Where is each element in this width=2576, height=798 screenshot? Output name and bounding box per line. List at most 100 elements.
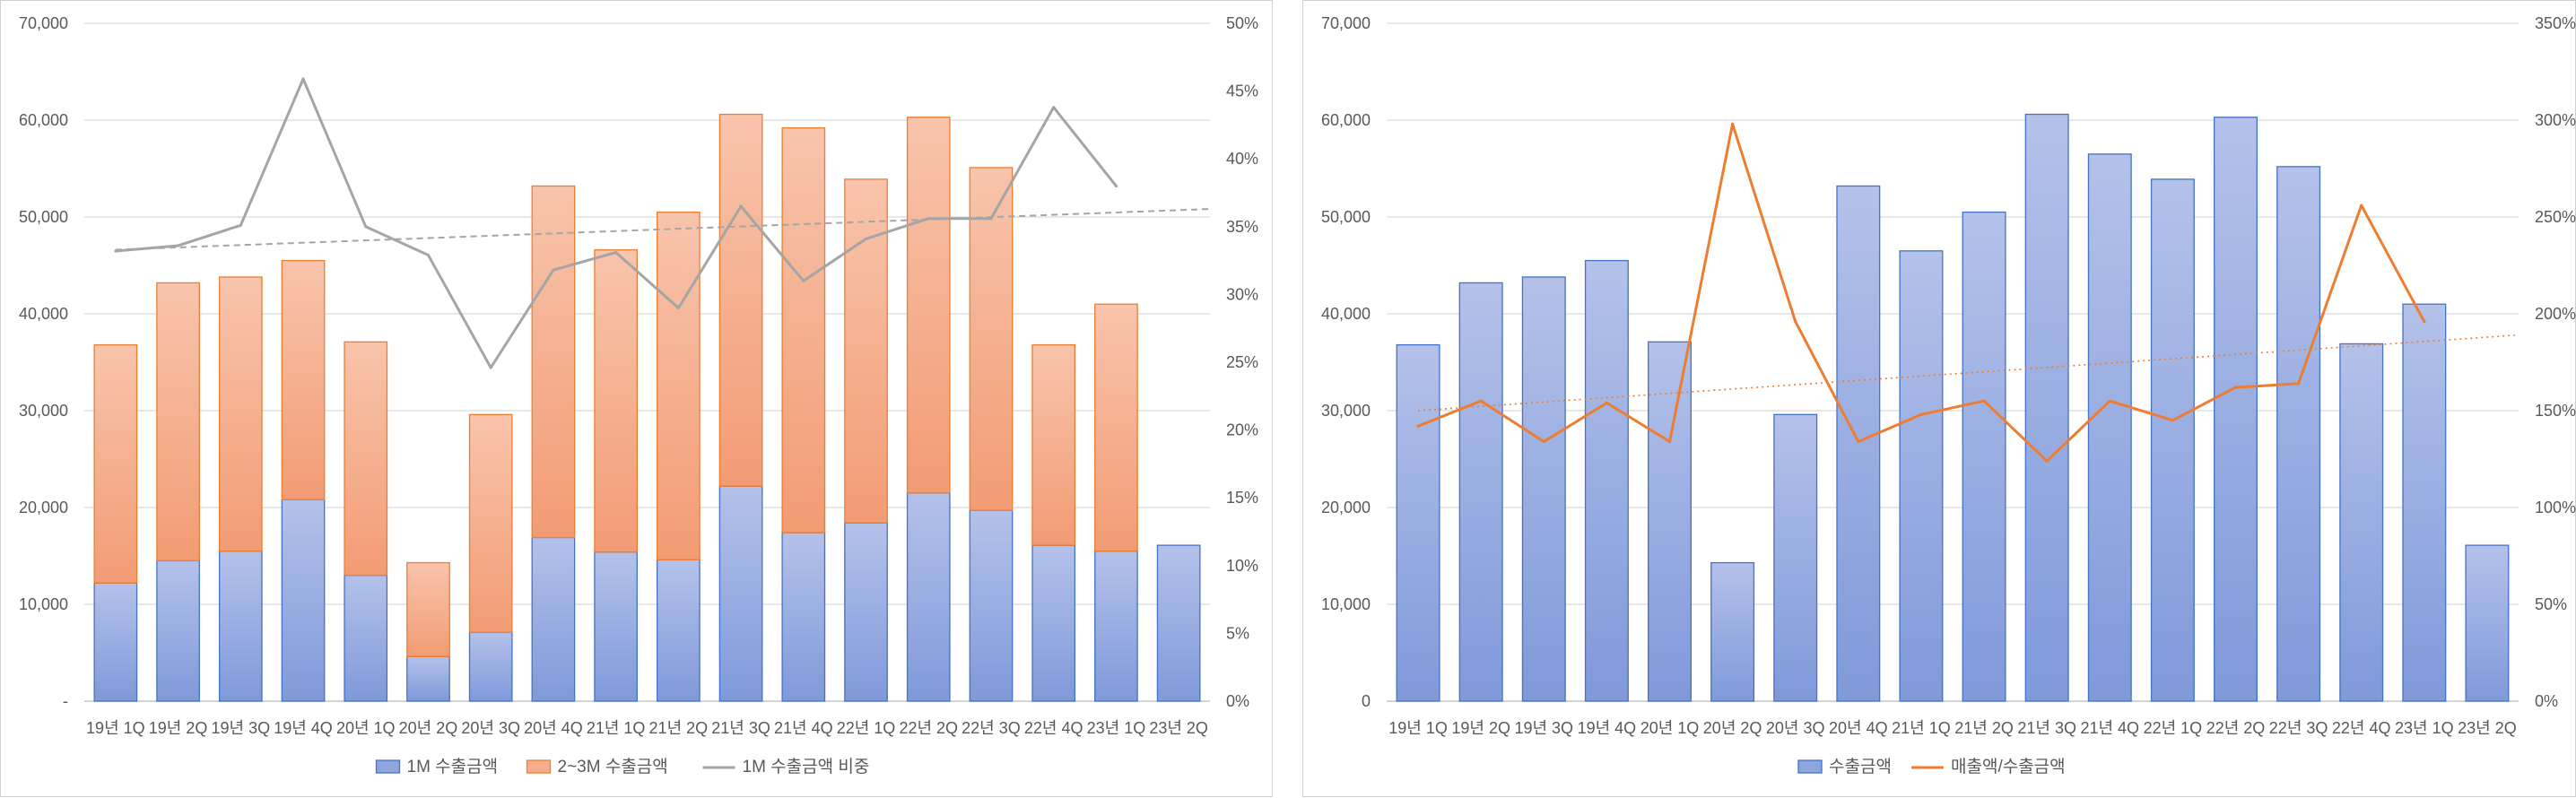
right-chart-panel: 0 10,000 20,000 30,000 40,000 50,000 60,000 70,… xyxy=(1302,0,2576,797)
y-right-tick-label: 250% xyxy=(2535,208,2576,226)
x-tick-label: 21년 4Q xyxy=(2080,719,2139,737)
bar-export xyxy=(531,536,576,702)
x-tick-label: 19년 1Q xyxy=(86,719,145,737)
bar-export xyxy=(218,550,263,702)
y-right-tick-label: 150% xyxy=(2535,402,2576,420)
bar-export-2-3m xyxy=(906,117,951,494)
y-right-tick-label: 40% xyxy=(1226,150,1258,168)
line-point xyxy=(1114,184,1118,188)
bar-export xyxy=(1899,250,1944,702)
bar-export-2-3m xyxy=(344,341,388,577)
bar-export-2-3m xyxy=(468,413,513,633)
y-left-tick-label: 60,000 xyxy=(19,111,68,129)
line-point xyxy=(676,306,680,310)
x-tick-label: 22년 4Q xyxy=(1024,719,1083,737)
x-tick-label: 20년 1Q xyxy=(336,719,396,737)
y-left-tick-label: 60,000 xyxy=(1321,111,1371,129)
line-point xyxy=(989,217,993,221)
bar-export-2-3m xyxy=(844,178,888,524)
line-point xyxy=(239,223,242,227)
bar-export xyxy=(594,551,638,702)
y-right-tick-label: 300% xyxy=(2535,111,2576,129)
left-chart-panel: - 10,000 20,000 30,000 40,000 50,000 60,000 70,… xyxy=(0,0,1273,797)
line-point xyxy=(1982,399,1986,403)
trendline xyxy=(1418,334,2518,412)
legend-label: 수출금액 xyxy=(1829,757,1892,776)
bar-export xyxy=(1031,544,1076,702)
x-tick-label: 21년 3Q xyxy=(711,719,770,737)
legend-swatch xyxy=(375,759,401,774)
bar-export xyxy=(1648,341,1692,702)
x-tick-label: 22년 3Q xyxy=(962,719,1021,737)
bar-export-2-3m xyxy=(781,126,826,533)
bar-export-2-3m xyxy=(406,561,450,657)
y-left-tick-label: 50,000 xyxy=(1321,208,1371,226)
x-tick-label: 19년 4Q xyxy=(274,719,333,737)
bar-export-2-3m xyxy=(657,211,701,560)
x-tick-label: 20년 2Q xyxy=(1703,719,1762,737)
line-point xyxy=(114,249,117,253)
y-right-tick-label: 100% xyxy=(2535,499,2576,516)
x-tick-label: 23년 2Q xyxy=(1149,719,1208,737)
y-right-tick-label: 0% xyxy=(1226,692,1249,710)
line-point xyxy=(1052,106,1056,109)
line-point xyxy=(1919,412,1923,416)
bar-export xyxy=(468,631,513,702)
y-right-tick-label: 10% xyxy=(1226,557,1258,575)
line-point xyxy=(364,225,368,229)
x-tick-label: 23년 2Q xyxy=(2458,719,2517,737)
y-right-tick-label: 45% xyxy=(1226,82,1258,100)
y-left-tick-label: 30,000 xyxy=(19,402,68,420)
line-point xyxy=(1667,439,1672,444)
bar-export-2-3m xyxy=(1094,303,1138,552)
x-tick-label: 19년 2Q xyxy=(149,719,208,737)
bar-export xyxy=(2402,303,2447,702)
line-point xyxy=(2045,459,2049,463)
x-tick-label: 21년 3Q xyxy=(2017,719,2076,737)
x-tick-label: 21년 1Q xyxy=(587,719,646,737)
line-point xyxy=(2423,320,2426,324)
bar-export xyxy=(969,509,1014,702)
bar-export xyxy=(2150,178,2195,702)
line-point xyxy=(2108,399,2111,403)
x-tick-label: 22년 1Q xyxy=(2144,719,2203,737)
line-point xyxy=(739,204,743,208)
bar-export-2-3m xyxy=(718,113,763,487)
bar-export-2-3m xyxy=(969,167,1014,511)
legend-label: 1M 수출금액 xyxy=(407,757,499,776)
bar-export xyxy=(657,559,701,702)
bar-export xyxy=(1584,259,1629,702)
line-point xyxy=(489,366,492,369)
line-point xyxy=(176,244,180,247)
x-tick-label: 21년 2Q xyxy=(1954,719,2014,737)
y-left-tick-label: 40,000 xyxy=(1321,305,1371,323)
legend-swatch xyxy=(1797,759,1823,774)
line-point xyxy=(301,77,305,81)
x-tick-label: 22년 2Q xyxy=(2206,719,2266,737)
legend-label: 2~3M 수출금액 xyxy=(558,757,668,776)
bar-export xyxy=(718,485,763,702)
bar-export xyxy=(906,492,951,702)
line-point xyxy=(1542,439,1545,444)
right-chart: 0 10,000 20,000 30,000 40,000 50,000 60,000 70,… xyxy=(1321,14,2576,776)
line-point xyxy=(426,253,431,257)
bar-export-2-3m xyxy=(1031,343,1076,546)
line-point xyxy=(614,250,618,255)
bar-export xyxy=(1962,211,2006,702)
x-tick-label: 21년 2Q xyxy=(649,719,709,737)
bar-export xyxy=(2087,153,2132,702)
left-chart: - 10,000 20,000 30,000 40,000 50,000 60,000 70,… xyxy=(19,14,1258,776)
x-tick-label: 21년 1Q xyxy=(1892,719,1951,737)
bar-export xyxy=(1836,185,1881,702)
line-point xyxy=(1857,439,1860,444)
bar-export xyxy=(93,582,138,702)
x-tick-label: 20년 4Q xyxy=(1829,719,1888,737)
x-tick-label: 20년 2Q xyxy=(399,719,458,737)
line-point xyxy=(802,279,805,282)
legend-label: 매출액/수출금액 xyxy=(1951,757,2066,776)
y-right-tick-label: 5% xyxy=(1226,624,1249,642)
y-left-tick-label: - xyxy=(63,692,68,710)
bar-export-2-3m xyxy=(594,249,638,553)
bar-export-2-3m xyxy=(281,259,326,501)
y-right-tick-label: 0% xyxy=(2535,692,2558,710)
